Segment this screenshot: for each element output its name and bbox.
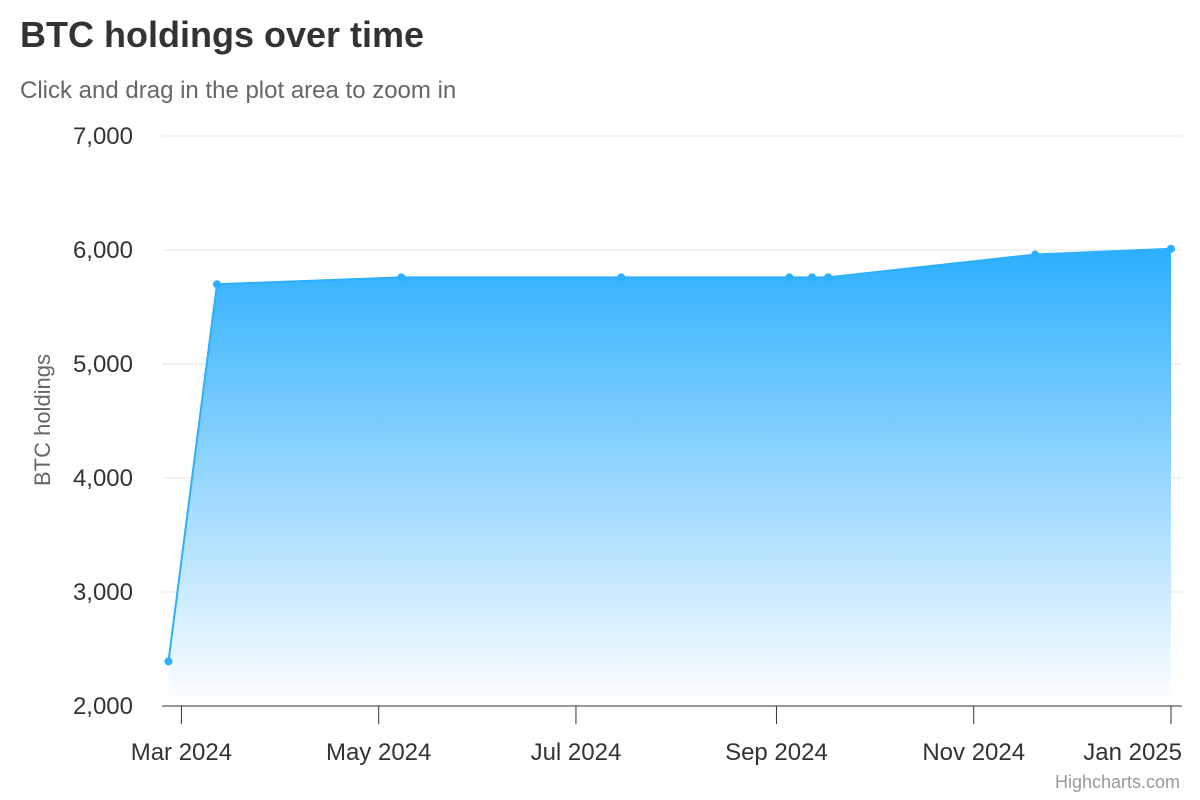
x-tick-label: Jan 2025 xyxy=(1083,739,1182,766)
x-tick-label: Mar 2024 xyxy=(131,739,232,766)
data-point[interactable] xyxy=(617,273,626,282)
y-axis: 2,000 3,000 4,000 5,000 6,000 7,000 xyxy=(73,123,133,720)
x-tick-label: May 2024 xyxy=(326,739,431,766)
chart-subtitle: Click and drag in the plot area to zoom … xyxy=(20,77,457,104)
area-fill xyxy=(168,248,1171,706)
data-point[interactable] xyxy=(785,273,794,282)
series-markers[interactable] xyxy=(164,244,1175,666)
data-point[interactable] xyxy=(808,273,817,282)
x-axis: Mar 2024 May 2024 Jul 2024 Sep 2024 Nov 2024… xyxy=(131,705,1182,766)
y-tick-label: 5,000 xyxy=(73,351,133,378)
data-point[interactable] xyxy=(397,273,406,282)
y-tick-label: 6,000 xyxy=(73,237,133,264)
y-tick-label: 4,000 xyxy=(73,465,133,492)
y-tick-label: 7,000 xyxy=(73,123,133,150)
data-point[interactable] xyxy=(212,280,221,289)
x-tick-label: Jul 2024 xyxy=(531,739,622,766)
data-point[interactable] xyxy=(1167,244,1175,253)
data-point[interactable] xyxy=(824,273,833,282)
data-point[interactable] xyxy=(1031,250,1040,259)
x-tick-label: Nov 2024 xyxy=(922,739,1025,766)
y-tick-label: 2,000 xyxy=(73,693,133,720)
series-area xyxy=(167,247,1172,706)
credits-link[interactable]: Highcharts.com xyxy=(1054,772,1180,792)
x-tick-label: Sep 2024 xyxy=(725,739,828,766)
y-axis-title: BTC holdings xyxy=(30,354,55,486)
y-tick-label: 3,000 xyxy=(73,579,133,606)
data-point[interactable] xyxy=(164,657,173,666)
chart-title: BTC holdings over time xyxy=(20,14,425,55)
